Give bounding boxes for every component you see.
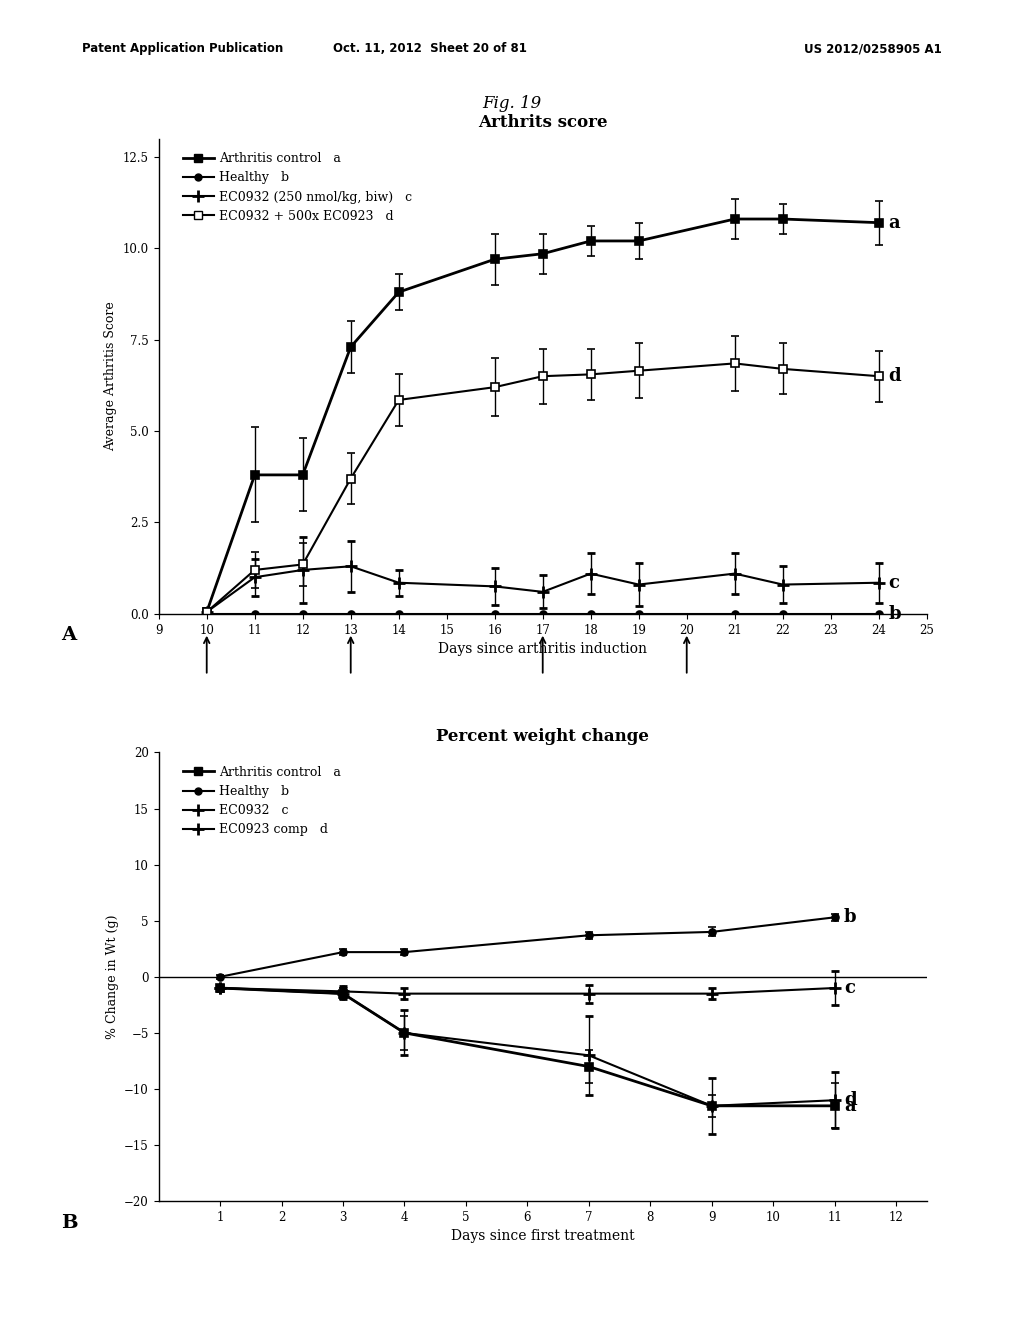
Legend: Arthritis control   ​a, Healthy   ​b, EC0932 (250 nmol/kg, biw)   ​c, EC0932 + 5: Arthritis control ​a, Healthy ​b, EC0932… bbox=[180, 149, 415, 226]
Text: Patent Application Publication: Patent Application Publication bbox=[82, 42, 284, 55]
Text: d: d bbox=[888, 367, 901, 385]
Text: a: a bbox=[888, 214, 900, 232]
Y-axis label: Average Arthritis Score: Average Arthritis Score bbox=[104, 301, 118, 451]
Legend: Arthritis control   ​a, Healthy   ​b, EC0932   ​c, EC0923 comp   ​d: Arthritis control ​a, Healthy ​b, EC0932… bbox=[180, 763, 343, 840]
Text: Oct. 11, 2012  Sheet 20 of 81: Oct. 11, 2012 Sheet 20 of 81 bbox=[333, 42, 527, 55]
X-axis label: Days since first treatment: Days since first treatment bbox=[451, 1229, 635, 1243]
Title: Percent weight change: Percent weight change bbox=[436, 729, 649, 746]
Y-axis label: % Change in Wt (g): % Change in Wt (g) bbox=[105, 915, 119, 1039]
X-axis label: Days since arthritis induction: Days since arthritis induction bbox=[438, 642, 647, 656]
Text: A: A bbox=[61, 626, 77, 644]
Text: d: d bbox=[844, 1092, 856, 1109]
Title: Arthrits score: Arthrits score bbox=[478, 115, 607, 132]
Text: a: a bbox=[844, 1097, 855, 1115]
Text: Fig. 19: Fig. 19 bbox=[482, 95, 542, 112]
Text: b: b bbox=[844, 908, 856, 927]
Text: b: b bbox=[888, 605, 901, 623]
Text: B: B bbox=[61, 1213, 78, 1232]
Text: c: c bbox=[844, 979, 855, 997]
Text: c: c bbox=[888, 574, 899, 591]
Text: US 2012/0258905 A1: US 2012/0258905 A1 bbox=[804, 42, 942, 55]
